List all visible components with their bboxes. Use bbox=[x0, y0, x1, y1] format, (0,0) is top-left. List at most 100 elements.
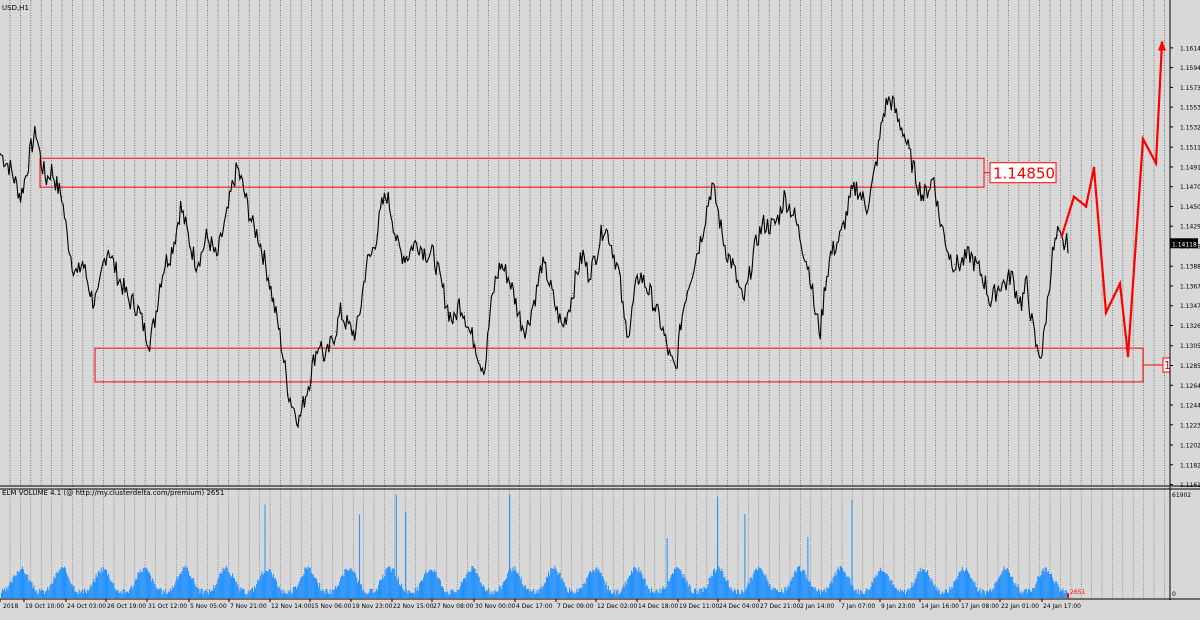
volume-bar bbox=[154, 584, 155, 598]
volume-bar bbox=[356, 577, 357, 598]
price-point bbox=[583, 254, 584, 255]
volume-bar bbox=[386, 568, 387, 598]
price-point bbox=[149, 341, 150, 342]
volume-bar bbox=[907, 589, 908, 598]
volume-bar bbox=[212, 591, 213, 598]
price-point bbox=[639, 274, 640, 275]
price-point bbox=[144, 329, 145, 330]
volume-bar bbox=[863, 594, 864, 598]
volume-bar bbox=[351, 568, 352, 598]
volume-bar bbox=[822, 592, 823, 598]
volume-bar bbox=[446, 592, 447, 598]
volume-bar bbox=[802, 570, 803, 598]
volume-bar bbox=[617, 590, 618, 599]
volume-bar bbox=[944, 593, 945, 598]
volume-bar bbox=[275, 578, 276, 598]
volume-bar bbox=[524, 586, 525, 599]
time-tick-label: 7 Jan 07:00 bbox=[841, 603, 875, 610]
volume-bar bbox=[541, 586, 542, 598]
price-point bbox=[154, 320, 155, 321]
volume-bar bbox=[511, 572, 512, 598]
volume-bar bbox=[728, 580, 729, 598]
volume-bar bbox=[705, 588, 706, 598]
volume-bar bbox=[202, 588, 203, 598]
volume-bar bbox=[934, 585, 935, 598]
volume-bar bbox=[676, 567, 677, 598]
volume-bar bbox=[8, 586, 9, 599]
volume-bar bbox=[913, 583, 914, 598]
price-point bbox=[624, 322, 625, 323]
price-point bbox=[1006, 283, 1007, 284]
volume-bar bbox=[267, 571, 268, 598]
volume-bar bbox=[203, 594, 204, 598]
volume-bar bbox=[139, 573, 140, 598]
volume-bar bbox=[489, 594, 490, 598]
volume-bar bbox=[402, 588, 403, 598]
volume-bar bbox=[385, 570, 386, 598]
volume-bar bbox=[260, 575, 261, 598]
volume-bar bbox=[367, 594, 368, 598]
volume-bar bbox=[714, 569, 715, 598]
volume-bar bbox=[400, 586, 401, 598]
volume-bar bbox=[235, 582, 236, 598]
volume-bar bbox=[598, 569, 599, 598]
price-point bbox=[438, 274, 439, 275]
volume-bar bbox=[801, 572, 802, 598]
volume-bar bbox=[180, 574, 181, 598]
volume-bar bbox=[1050, 574, 1051, 598]
volume-bar bbox=[323, 591, 324, 598]
volume-bar bbox=[806, 579, 807, 598]
volume-bar bbox=[526, 590, 527, 598]
volume-bar bbox=[721, 569, 722, 599]
volume-bar bbox=[41, 589, 42, 598]
volume-bar bbox=[591, 573, 592, 598]
volume-bar bbox=[710, 578, 711, 598]
volume-bar bbox=[698, 594, 699, 598]
volume-bar bbox=[20, 570, 21, 598]
volume-bar bbox=[631, 571, 632, 598]
volume-bar bbox=[757, 571, 758, 599]
price-point bbox=[247, 206, 248, 207]
volume-bar bbox=[706, 589, 707, 598]
volume-bar bbox=[207, 593, 208, 599]
price-point bbox=[516, 302, 517, 303]
price-point bbox=[505, 272, 506, 273]
volume-bar bbox=[957, 580, 958, 598]
volume-bar bbox=[251, 589, 252, 598]
price-point bbox=[1001, 283, 1002, 284]
volume-bar bbox=[276, 581, 277, 598]
volume-bar bbox=[61, 567, 62, 598]
volume-bar bbox=[892, 585, 893, 598]
volume-bar bbox=[1038, 577, 1039, 599]
volume-bar bbox=[1028, 589, 1029, 598]
volume-bar bbox=[603, 577, 604, 598]
volume-bar bbox=[418, 591, 419, 599]
volume-bar bbox=[729, 587, 730, 598]
time-tick-label: 4 Dec 17:00 bbox=[516, 603, 553, 610]
price-point bbox=[903, 129, 904, 130]
volume-bar bbox=[1012, 577, 1013, 598]
price-point bbox=[686, 293, 687, 294]
volume-bar bbox=[1020, 593, 1021, 598]
volume-bar bbox=[930, 581, 931, 598]
price-point bbox=[93, 301, 94, 302]
forecast-point bbox=[1061, 234, 1064, 237]
volume-bar bbox=[211, 590, 212, 598]
volume-bar bbox=[685, 578, 686, 598]
volume-bar bbox=[680, 570, 681, 598]
volume-bar bbox=[16, 575, 17, 598]
volume-bar bbox=[83, 594, 84, 598]
volume-bar bbox=[740, 593, 741, 598]
volume-bar bbox=[805, 575, 806, 598]
volume-bar bbox=[764, 576, 765, 598]
volume-bar bbox=[481, 583, 482, 598]
volume-bar bbox=[737, 589, 738, 598]
price-point bbox=[87, 281, 88, 282]
volume-bar bbox=[640, 570, 641, 598]
volume-bar bbox=[310, 568, 311, 598]
volume-bar bbox=[673, 574, 674, 598]
volume-bar bbox=[910, 588, 911, 598]
price-point bbox=[216, 259, 217, 260]
